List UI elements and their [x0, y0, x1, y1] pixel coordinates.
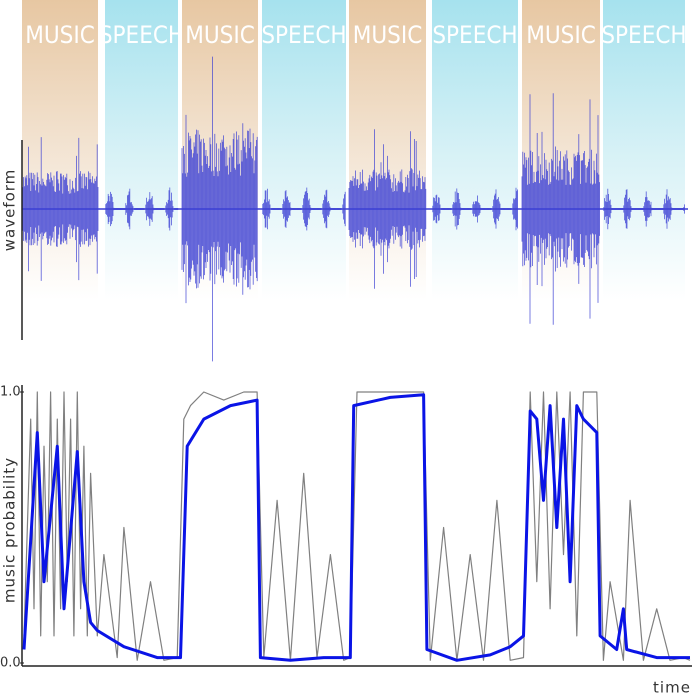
line-smoothed	[22, 393, 690, 662]
segment-label: SPEECH	[261, 21, 346, 49]
segment-label: MUSIC	[25, 21, 95, 49]
segment-box	[105, 0, 178, 300]
segment-box	[603, 0, 685, 300]
segments: MUSIC SPEECH MUSIC SPEECH MUSIC SPEECH MUSIC SP…	[22, 0, 687, 300]
waveform	[21, 56, 688, 362]
segment-label: MUSIC	[526, 21, 596, 49]
segment-label: SPEECH	[432, 21, 517, 49]
segment-label: MUSIC	[353, 21, 423, 49]
segment-label: SPEECH	[601, 21, 686, 49]
segment-label: MUSIC	[185, 21, 255, 49]
segment-box	[22, 0, 98, 300]
segment-label: SPEECH	[99, 21, 184, 49]
waveform-label: waveform	[1, 169, 19, 252]
y-tick-label: 1.0	[0, 385, 21, 400]
y-axis-label: music probability	[1, 457, 19, 603]
line-raw	[23, 391, 691, 661]
x-axis-label: time	[653, 679, 691, 697]
y-tick-label: 0.0	[0, 656, 21, 671]
segment-box	[432, 0, 518, 300]
segment-box	[262, 0, 346, 300]
